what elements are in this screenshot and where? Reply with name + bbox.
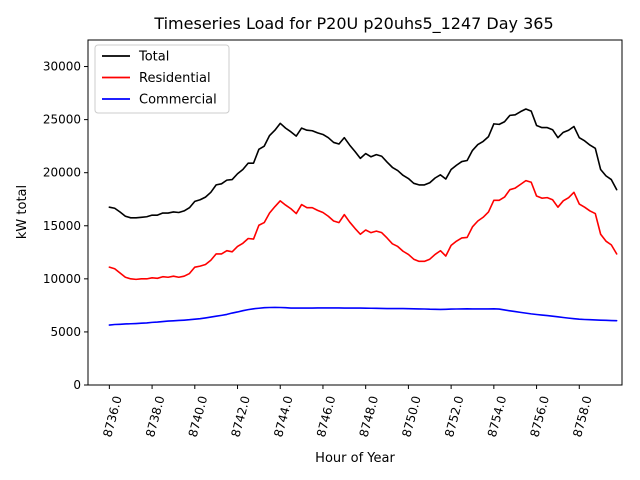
legend-label-commercial: Commercial	[139, 93, 217, 108]
legend-label-residential: Residential	[139, 71, 211, 86]
y-tick-label: 25000	[43, 113, 81, 127]
series-line-commercial	[108, 306, 618, 326]
series-line-residential	[108, 179, 618, 281]
legend-label-total: Total	[138, 50, 169, 65]
y-tick-label: 5000	[50, 325, 81, 339]
y-tick-label: 10000	[43, 272, 81, 286]
legend: Total Residential Commercial	[94, 44, 230, 114]
legend-box	[94, 44, 230, 114]
series-line-total	[108, 108, 618, 219]
y-tick-label: 0	[73, 378, 81, 392]
series-layer	[108, 108, 618, 326]
y-tick-label: 20000	[43, 166, 81, 180]
y-axis: 0 5000 10000 15000 20000 25000 30000	[43, 60, 88, 392]
chart-title: Timeseries Load for P20U p20uhs5_1247 Da…	[153, 14, 553, 34]
y-tick-label: 15000	[43, 219, 81, 233]
plot-frame	[87, 39, 623, 386]
x-axis-label: Hour of Year	[315, 451, 395, 466]
y-tick-label: 30000	[43, 60, 81, 74]
y-axis-label: kW total	[15, 185, 30, 239]
